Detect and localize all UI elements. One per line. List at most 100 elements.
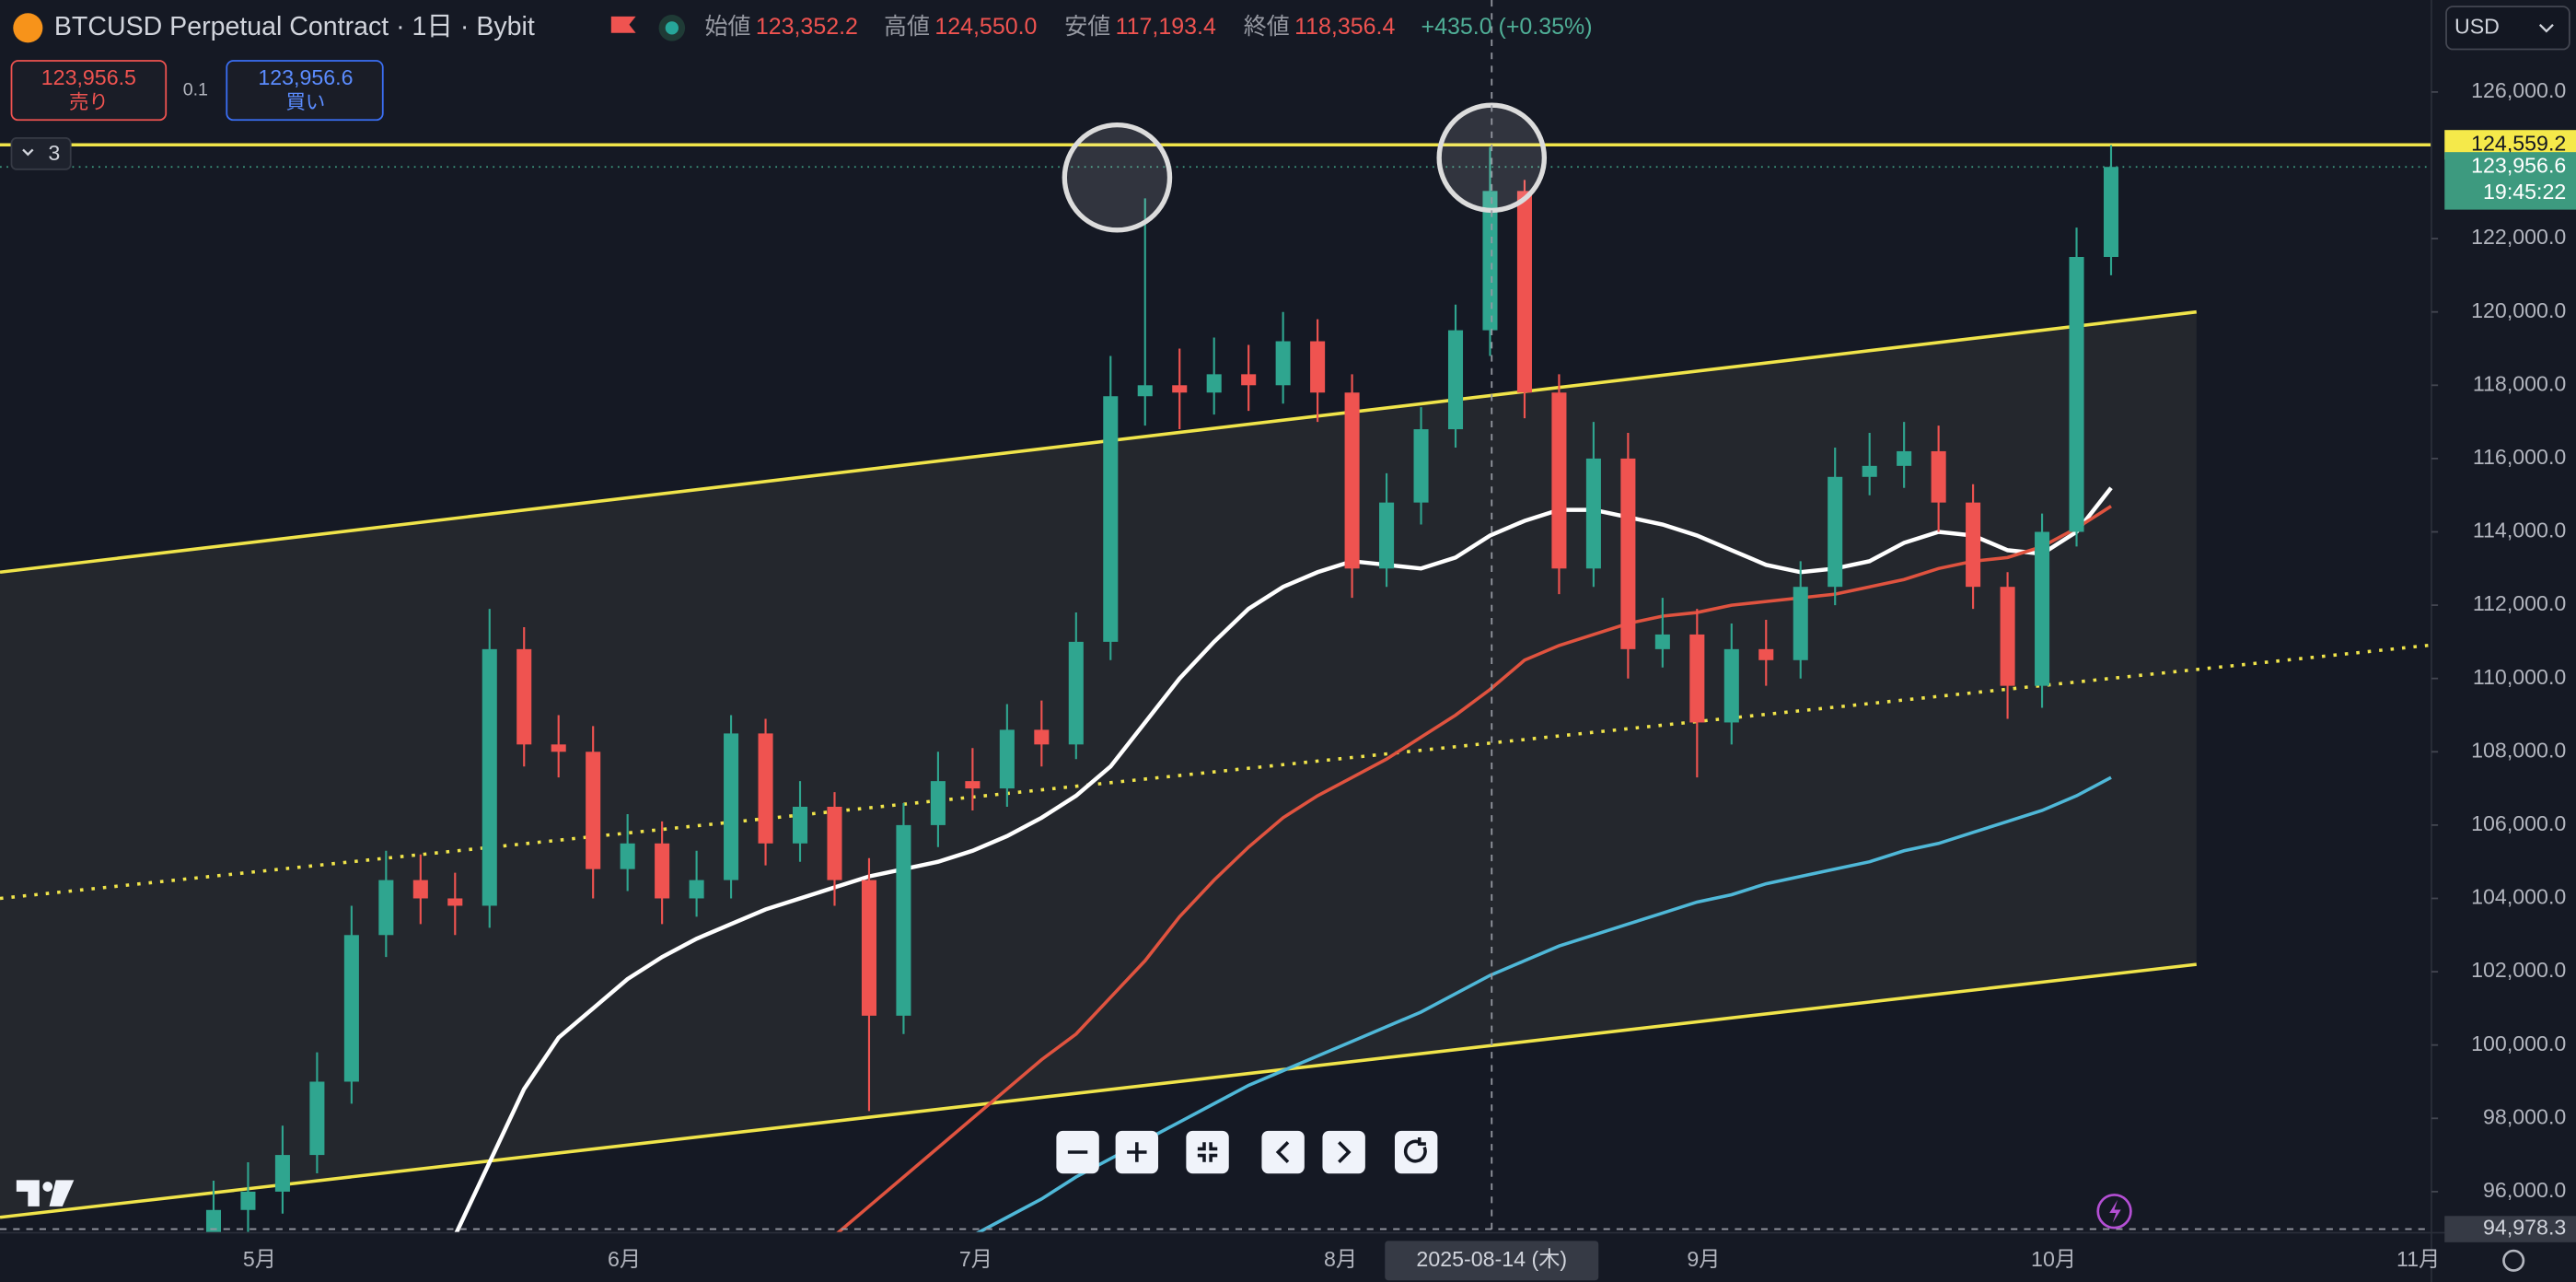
candle-body (1654, 634, 1670, 649)
tradingview-logo (16, 1180, 75, 1206)
candle-body (447, 898, 463, 906)
candle-body (861, 880, 876, 1016)
plot-area (0, 0, 2431, 1233)
channel-midline (0, 643, 2431, 901)
candle-body (240, 1191, 256, 1210)
ma-line (835, 505, 2112, 1233)
right-icon (1338, 1141, 1352, 1163)
candle-body (1206, 374, 1222, 393)
candle-body (2103, 167, 2119, 257)
coin-icon (13, 13, 43, 43)
candle-body (2069, 256, 2084, 532)
x-tick-label: 5月 (243, 1247, 276, 1271)
level-tag-label: 124,559.2 (2471, 131, 2566, 155)
logo-part (42, 1182, 53, 1192)
crosshair-price-label: 94,978.3 (2483, 1216, 2566, 1240)
flag-icon[interactable] (610, 16, 636, 33)
close-label: 終値 (1244, 14, 1290, 40)
candle-body (758, 733, 773, 844)
zoom-toolbar (1056, 1130, 1438, 1174)
y-tick-label: 98,000.0 (2483, 1104, 2566, 1128)
candle-body (1620, 458, 1636, 649)
change-value: +435.0 (+0.35%) (1421, 14, 1593, 40)
candle-body (1723, 648, 1739, 723)
indicators-count: 3 (48, 141, 60, 165)
candle-body (516, 648, 532, 745)
candle-body (1275, 341, 1291, 386)
y-tick-label: 114,000.0 (2473, 519, 2566, 542)
last-price-label: 123,956.6 (2471, 153, 2566, 177)
candle-body (1758, 648, 1774, 660)
scroll-left-button[interactable] (1261, 1130, 1305, 1174)
alert-button[interactable] (2096, 1194, 2132, 1230)
candle-body (586, 752, 601, 869)
candle-body (1862, 465, 1877, 477)
close-value: 118,356.4 (1294, 14, 1395, 40)
annotation-circle (1062, 122, 1173, 233)
candle-body (827, 806, 842, 880)
x-tick-label: 10月 (2031, 1247, 2076, 1271)
candle-body (1931, 450, 1946, 503)
quantity[interactable]: 0.1 (183, 79, 208, 99)
reset-scale-button[interactable] (1186, 1130, 1229, 1174)
high-value: 124,550.0 (934, 14, 1037, 40)
symbol-title[interactable]: BTCUSD Perpetual Contract · 1日 · Bybit (54, 12, 535, 41)
reset-icon (1403, 1136, 1427, 1163)
candle-body (1137, 385, 1153, 397)
candle-body (274, 1155, 290, 1192)
x-tick-label: 9月 (1687, 1247, 1720, 1271)
candle-body (309, 1081, 325, 1156)
candle-body (896, 824, 911, 1016)
y-tick-label: 108,000.0 (2471, 738, 2566, 762)
sell-button[interactable] (10, 60, 168, 122)
candle-body (482, 648, 497, 906)
candle-body (1585, 458, 1601, 569)
candle-body (1828, 476, 1843, 588)
crosshair-price-tag (2444, 1216, 2576, 1242)
chevron-icon (2538, 23, 2554, 33)
candle-body (1241, 374, 1257, 386)
candle-body (551, 744, 566, 752)
chevron-icon (22, 148, 34, 157)
candle-body (1068, 641, 1084, 745)
candle-body (1689, 634, 1705, 723)
left-icon (1275, 1141, 1290, 1163)
open-label: 始値 (705, 14, 751, 40)
settings-button[interactable] (2502, 1249, 2525, 1272)
currency-select[interactable] (2445, 6, 2570, 51)
candle-body (1447, 330, 1464, 430)
candle-body (930, 781, 946, 825)
lightning-icon (2109, 1199, 2121, 1223)
ma-line (974, 775, 2112, 1233)
fit-icon (1197, 1142, 1218, 1162)
y-tick-label: 118,000.0 (2473, 371, 2566, 395)
axes: 96,000.0 98,000.0 100,000.0 102,000.0 104,00… (0, 78, 2576, 1281)
status-dot (665, 21, 679, 35)
candle-body (1103, 396, 1119, 642)
channel-fill (0, 311, 2197, 1218)
last-price-tag (2444, 152, 2576, 210)
logo-part (16, 1180, 40, 1206)
candle-body (689, 880, 704, 899)
y-tick-label: 112,000.0 (2473, 591, 2566, 615)
logo-part (49, 1180, 75, 1206)
candle-body (965, 781, 981, 789)
candle-body (1551, 392, 1567, 569)
candle-body (724, 733, 739, 880)
countdown: 19:45:22 (2483, 180, 2566, 204)
candle-body (2035, 531, 2050, 686)
candle-body (999, 729, 1015, 789)
candle-body (1413, 429, 1429, 503)
y-tick-label: 126,000.0 (2471, 78, 2566, 102)
candle-body (1379, 502, 1395, 569)
candle-body (1897, 450, 1912, 466)
reset-button[interactable] (1394, 1130, 1438, 1174)
buy-button[interactable] (226, 60, 384, 122)
sell-price: 123,956.5 (41, 65, 136, 89)
candle-body (792, 806, 808, 844)
indicators-toggle[interactable] (10, 137, 72, 170)
scroll-right-button[interactable] (1322, 1130, 1365, 1174)
